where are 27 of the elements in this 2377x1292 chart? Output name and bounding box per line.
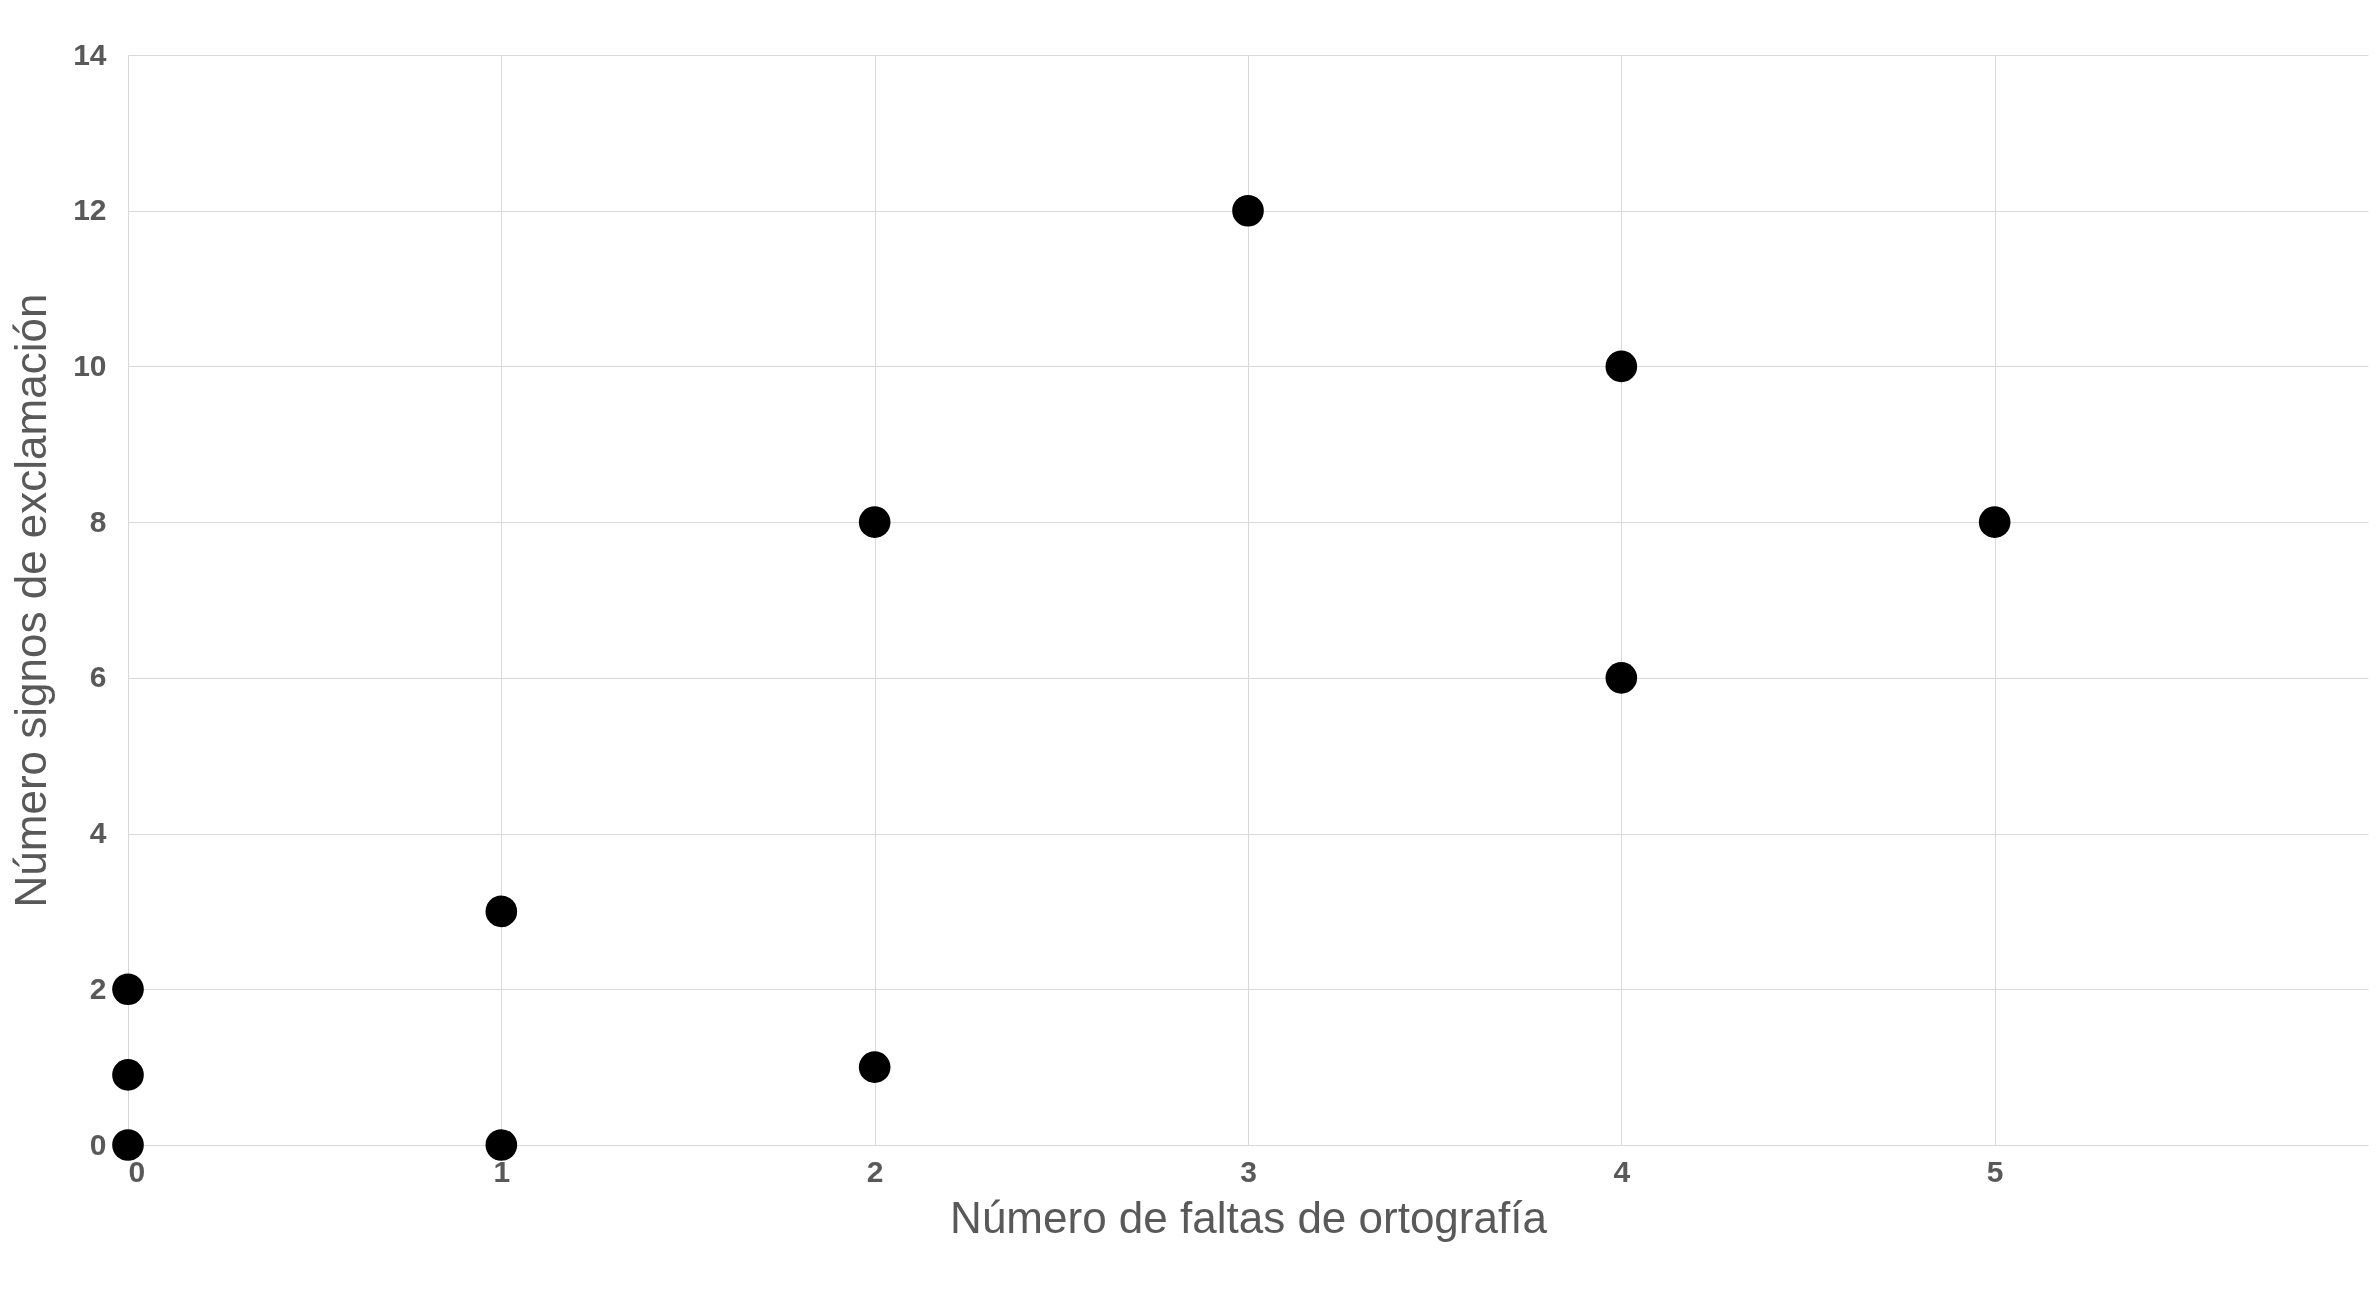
point xyxy=(112,1129,144,1161)
point xyxy=(1605,350,1638,383)
point xyxy=(858,506,891,538)
y-tick-label: 14 xyxy=(73,37,107,71)
point xyxy=(1605,662,1638,694)
point xyxy=(485,1129,518,1161)
point xyxy=(858,1051,891,1083)
y-tick-label: 8 xyxy=(89,504,107,538)
y-tick-label: 6 xyxy=(89,660,107,694)
point xyxy=(1978,506,2011,538)
y-tick-label: 10 xyxy=(73,348,107,382)
x-tick-label: 1 xyxy=(493,1154,511,1188)
y-tick-label: 2 xyxy=(89,971,107,1005)
point xyxy=(485,895,518,928)
x-tick-label: 3 xyxy=(1240,1154,1257,1188)
y-tick-label: 0 xyxy=(89,1127,107,1161)
y-axis-title: Número signos de exclamación xyxy=(6,293,56,908)
x-tick-label: 0 xyxy=(128,1154,146,1188)
x-tick-label: 5 xyxy=(1986,1154,2004,1188)
x-tick-label: 2 xyxy=(866,1154,884,1188)
point xyxy=(1232,194,1264,227)
x-axis-title: Número de faltas de ortografía xyxy=(950,1192,1548,1242)
y-tick-label: 12 xyxy=(73,193,107,227)
point xyxy=(112,973,144,1006)
y-tick-label: 4 xyxy=(89,816,107,850)
point xyxy=(112,1059,144,1091)
x-tick-label: 4 xyxy=(1613,1154,1631,1188)
